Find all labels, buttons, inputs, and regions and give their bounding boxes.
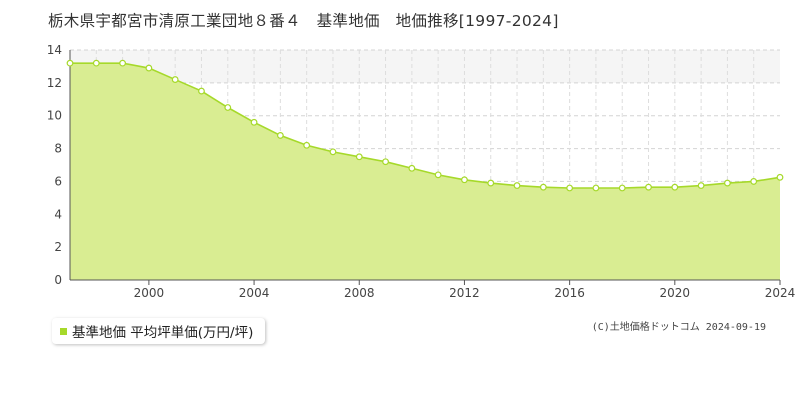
x-tick-label: 2016 (554, 286, 585, 300)
data-point (671, 183, 679, 191)
series-line (70, 62, 781, 189)
data-point (119, 59, 126, 67)
data-point (355, 153, 363, 161)
data-point (145, 64, 153, 72)
axes (69, 50, 781, 285)
legend-swatch (60, 327, 67, 335)
tick-labels: 0 2 4 6 8 10 12 14 2000 2004 2008 2012 2016 2020 2024 (47, 43, 796, 300)
series-fill (70, 63, 780, 281)
data-point (171, 76, 179, 83)
data-point (539, 183, 547, 191)
x-tick-label: 2008 (344, 286, 375, 300)
x-tick-label: 2024 (765, 286, 796, 300)
data-point (434, 171, 442, 179)
data-point (592, 184, 600, 192)
chart-title: 栃木県宇都宮市清原工業団地８番４ 基準地価 地価推移[1997-2024] (48, 12, 559, 30)
data-point (566, 184, 574, 192)
y-tick-label: 12 (47, 76, 62, 90)
data-point (408, 164, 416, 172)
x-tick-label: 2012 (449, 286, 480, 300)
y-tick-label: 4 (54, 207, 62, 221)
data-point (618, 184, 626, 192)
y-tick-label: 0 (54, 273, 62, 287)
data-point (250, 118, 258, 126)
y-tick-label: 8 (54, 142, 62, 156)
series-area (70, 62, 781, 281)
data-point (66, 59, 74, 67)
data-point (303, 141, 311, 149)
y-tick-label: 2 (54, 240, 62, 254)
data-point (224, 104, 232, 111)
data-point (776, 173, 784, 181)
legend[interactable]: 基準地価 平均坪単価(万円/坪) (52, 318, 266, 344)
data-point (724, 179, 731, 187)
x-tick-label: 2000 (134, 286, 165, 300)
data-point (198, 87, 205, 95)
data-point (92, 59, 100, 67)
y-tick-label: 10 (47, 109, 62, 123)
x-tick-label: 2004 (239, 286, 270, 300)
data-point (329, 148, 337, 156)
x-tick-label: 2020 (660, 286, 691, 300)
data-point (461, 176, 468, 184)
data-point (382, 158, 389, 166)
data-point (750, 178, 758, 185)
data-points (66, 59, 784, 192)
data-point (645, 183, 652, 191)
data-point (513, 182, 521, 189)
y-tick-label: 6 (54, 174, 62, 188)
copyright-text: (C)土地価格ドットコム 2024-09-19 (591, 322, 766, 333)
data-point (697, 182, 705, 189)
data-point (487, 179, 495, 187)
plot-band-top (70, 50, 780, 83)
data-point (276, 132, 284, 139)
legend-label: 基準地価 平均坪単価(万円/坪) (72, 325, 254, 341)
y-tick-label: 14 (47, 43, 62, 57)
